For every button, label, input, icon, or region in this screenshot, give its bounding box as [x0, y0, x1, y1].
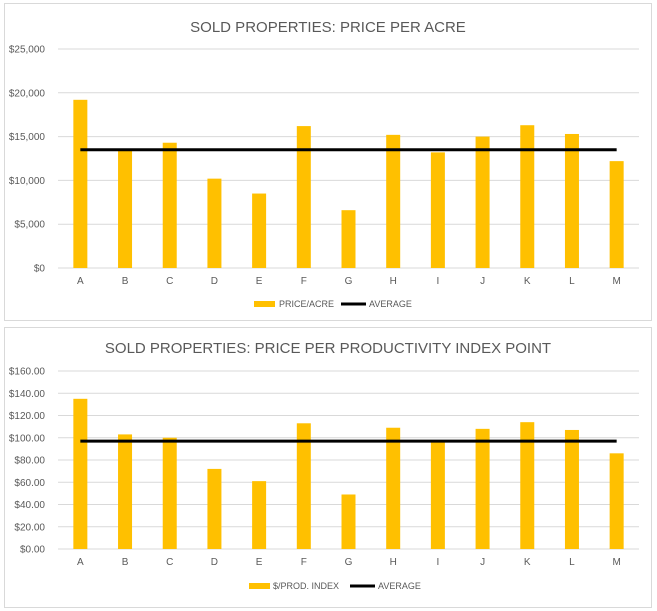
bar	[341, 494, 356, 549]
x-tick-label: M	[612, 557, 620, 568]
bar	[162, 142, 177, 268]
bar	[564, 429, 579, 549]
price-per-productivity-index-chart-panel: SOLD PROPERTIES: PRICE PER PRODUCTIVITY …	[4, 327, 652, 608]
y-tick-label: $0	[34, 264, 46, 275]
bar	[162, 437, 177, 549]
y-tick-label: $0.00	[20, 545, 45, 556]
y-tick-label: $120.00	[9, 411, 46, 422]
x-tick-label: A	[77, 557, 84, 568]
legend-label-average: AVERAGE	[369, 299, 412, 309]
y-tick-label: $25,000	[9, 45, 46, 56]
legend-label-price-acre: PRICE/ACRE	[279, 299, 334, 309]
x-tick-label: G	[345, 276, 353, 287]
y-tick-label: $20,000	[9, 88, 46, 99]
x-tick-label: L	[569, 276, 575, 287]
bar	[430, 152, 445, 268]
y-tick-label: $40.00	[14, 500, 45, 511]
bar	[118, 150, 133, 268]
x-tick-label: C	[166, 276, 173, 287]
price-per-acre-chart: SOLD PROPERTIES: PRICE PER ACRE $0 $5,000…	[9, 19, 639, 309]
bar	[520, 125, 535, 268]
x-tick-label: K	[524, 276, 531, 287]
x-tick-label: M	[612, 276, 620, 287]
bar	[296, 423, 311, 549]
price-per-productivity-index-chart: SOLD PROPERTIES: PRICE PER PRODUCTIVITY …	[9, 340, 639, 591]
bar	[609, 453, 624, 549]
x-tick-label: E	[256, 276, 263, 287]
x-tick-label: F	[301, 557, 307, 568]
x-tick-label: B	[122, 557, 129, 568]
price-per-acre-chart-panel: SOLD PROPERTIES: PRICE PER ACRE $0 $5,000…	[4, 3, 652, 321]
bar	[475, 136, 490, 268]
y-tick-label: $60.00	[14, 478, 45, 489]
bar	[207, 178, 222, 268]
x-tick-label: H	[390, 557, 397, 568]
x-tick-label: C	[166, 557, 173, 568]
bar	[73, 99, 88, 268]
x-tick-label: E	[256, 557, 263, 568]
bar	[564, 133, 579, 268]
legend-swatch-bar	[254, 301, 275, 307]
bar	[341, 210, 356, 268]
bar	[609, 161, 624, 268]
x-tick-label: L	[569, 557, 575, 568]
bar	[296, 126, 311, 268]
x-tick-label: I	[436, 276, 439, 287]
legend-label-average: AVERAGE	[378, 581, 421, 591]
y-tick-label: $160.00	[9, 367, 46, 378]
bar	[386, 427, 401, 549]
x-tick-label: J	[480, 557, 485, 568]
chart-legend: $/PROD. INDEX AVERAGE	[249, 581, 421, 591]
x-tick-label: B	[122, 276, 129, 287]
bar	[118, 434, 133, 549]
chart-title: SOLD PROPERTIES: PRICE PER PRODUCTIVITY …	[105, 340, 551, 357]
y-tick-label: $15,000	[9, 132, 46, 143]
x-tick-label: J	[480, 276, 485, 287]
x-tick-label: D	[211, 557, 218, 568]
x-tick-label: G	[345, 557, 353, 568]
bar	[73, 398, 88, 549]
bar	[252, 193, 267, 268]
x-tick-label: A	[77, 276, 84, 287]
y-tick-label: $80.00	[14, 456, 45, 467]
x-tick-label: H	[390, 276, 397, 287]
bar	[207, 468, 222, 549]
x-tick-label: F	[301, 276, 307, 287]
chart-legend: PRICE/ACRE AVERAGE	[254, 299, 412, 309]
bar	[520, 422, 535, 549]
y-tick-label: $100.00	[9, 433, 46, 444]
chart-title: SOLD PROPERTIES: PRICE PER ACRE	[190, 19, 466, 36]
y-tick-label: $140.00	[9, 389, 46, 400]
y-tick-label: $20.00	[14, 522, 45, 533]
legend-label-prod-index: $/PROD. INDEX	[273, 581, 339, 591]
bar	[475, 428, 490, 549]
legend-swatch-bar	[249, 583, 270, 589]
bar	[252, 481, 267, 549]
y-tick-label: $5,000	[14, 220, 45, 231]
bar	[386, 134, 401, 268]
y-tick-label: $10,000	[9, 176, 46, 187]
x-tick-label: I	[436, 557, 439, 568]
bar	[430, 442, 445, 549]
x-tick-label: D	[211, 276, 218, 287]
x-tick-label: K	[524, 557, 531, 568]
